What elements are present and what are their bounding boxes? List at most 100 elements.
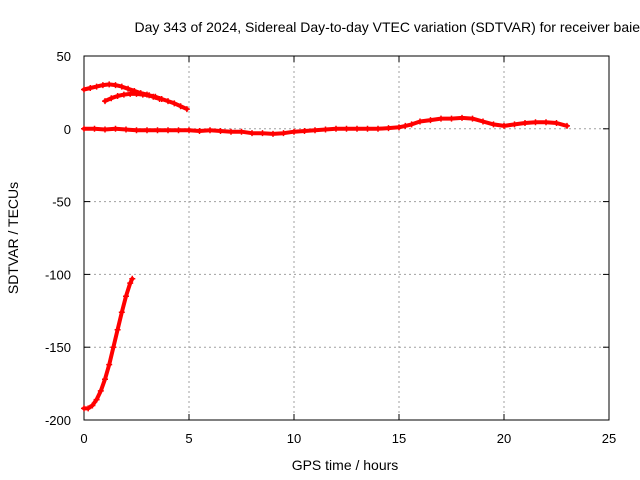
- data-point: [154, 127, 161, 134]
- data-point: [144, 127, 150, 134]
- y-tick-label: -100: [45, 267, 71, 282]
- x-tick-label: 25: [602, 431, 616, 446]
- data-point: [110, 344, 117, 351]
- y-tick-label: -50: [52, 195, 71, 210]
- data-point: [120, 91, 127, 98]
- data-point: [123, 293, 129, 300]
- data-point: [106, 361, 113, 368]
- data-point: [85, 405, 92, 412]
- data-point: [238, 128, 245, 135]
- axis-ticks: [83, 55, 610, 421]
- data-point: [177, 103, 184, 110]
- data-point: [312, 127, 318, 134]
- series-lower-curve: [82, 276, 135, 411]
- chart-title: Day 343 of 2024, Sidereal Day-to-day VTE…: [134, 19, 640, 35]
- y-tick-label: -150: [45, 340, 71, 355]
- x-tick-label: 5: [185, 431, 192, 446]
- data-point: [112, 125, 119, 132]
- x-tick-label: 0: [80, 431, 87, 446]
- x-tick-label: 15: [392, 431, 406, 446]
- data-point: [183, 106, 190, 113]
- data-point: [165, 98, 171, 105]
- data-point: [532, 119, 539, 126]
- y-tick-label: -200: [45, 413, 71, 428]
- data-point: [93, 83, 100, 90]
- data-point: [112, 82, 119, 89]
- data-point: [427, 117, 434, 124]
- data-series: [81, 81, 570, 412]
- y-tick-label: 0: [64, 122, 71, 137]
- data-point: [175, 127, 182, 134]
- data-point: [553, 119, 560, 126]
- data-point: [114, 326, 121, 333]
- data-point: [93, 396, 100, 403]
- data-point: [133, 127, 140, 134]
- data-point: [158, 95, 165, 102]
- data-point: [123, 126, 129, 133]
- data-point: [375, 125, 381, 132]
- data-point: [165, 127, 171, 134]
- data-point: [127, 90, 134, 97]
- y-tick-label: 50: [57, 49, 71, 64]
- data-point: [501, 122, 507, 129]
- plot-frame: [83, 55, 610, 421]
- data-point: [118, 83, 125, 90]
- data-point: [322, 126, 329, 133]
- data-point: [522, 119, 528, 126]
- data-point: [228, 128, 234, 135]
- data-point: [102, 376, 108, 383]
- data-point: [249, 130, 255, 137]
- data-point: [396, 124, 402, 131]
- data-point: [564, 122, 570, 129]
- data-point: [127, 280, 134, 287]
- data-point: [186, 127, 192, 134]
- grid-lines: [84, 56, 609, 420]
- data-point: [259, 130, 266, 137]
- data-point: [133, 90, 140, 97]
- data-point: [102, 126, 108, 133]
- data-point: [417, 118, 423, 125]
- data-point: [106, 81, 113, 88]
- data-point: [99, 82, 106, 89]
- data-point: [448, 115, 455, 122]
- data-point: [408, 121, 415, 128]
- data-point: [385, 125, 392, 132]
- data-point: [280, 130, 287, 137]
- data-point: [91, 125, 98, 132]
- data-point: [118, 309, 125, 316]
- data-point: [81, 86, 87, 93]
- data-point: [89, 402, 96, 409]
- data-point: [511, 121, 518, 128]
- data-point: [354, 125, 360, 132]
- data-point: [217, 127, 224, 134]
- data-point: [364, 125, 371, 132]
- x-axis-title: GPS time / hours: [292, 457, 399, 473]
- data-point: [97, 387, 104, 394]
- data-point: [81, 125, 87, 132]
- data-point: [108, 95, 115, 102]
- data-point: [543, 119, 549, 126]
- data-point: [343, 125, 350, 132]
- data-point: [196, 127, 203, 134]
- data-point: [270, 130, 276, 137]
- data-point: [333, 125, 339, 132]
- data-point: [490, 121, 497, 128]
- data-point: [125, 85, 132, 92]
- x-tick-label: 10: [287, 431, 301, 446]
- data-point: [152, 93, 159, 100]
- x-tick-label: 20: [497, 431, 511, 446]
- data-point: [207, 127, 213, 134]
- data-point: [402, 122, 409, 129]
- data-point: [438, 115, 444, 122]
- data-point: [87, 85, 94, 92]
- data-point: [469, 115, 476, 122]
- data-point: [146, 92, 153, 99]
- data-point: [480, 118, 486, 125]
- data-point: [301, 127, 308, 134]
- data-point: [129, 275, 136, 282]
- data-point: [102, 98, 108, 105]
- data-point: [139, 91, 146, 98]
- y-axis-title: SDTVAR / TECUs: [5, 182, 21, 294]
- data-point: [171, 100, 178, 107]
